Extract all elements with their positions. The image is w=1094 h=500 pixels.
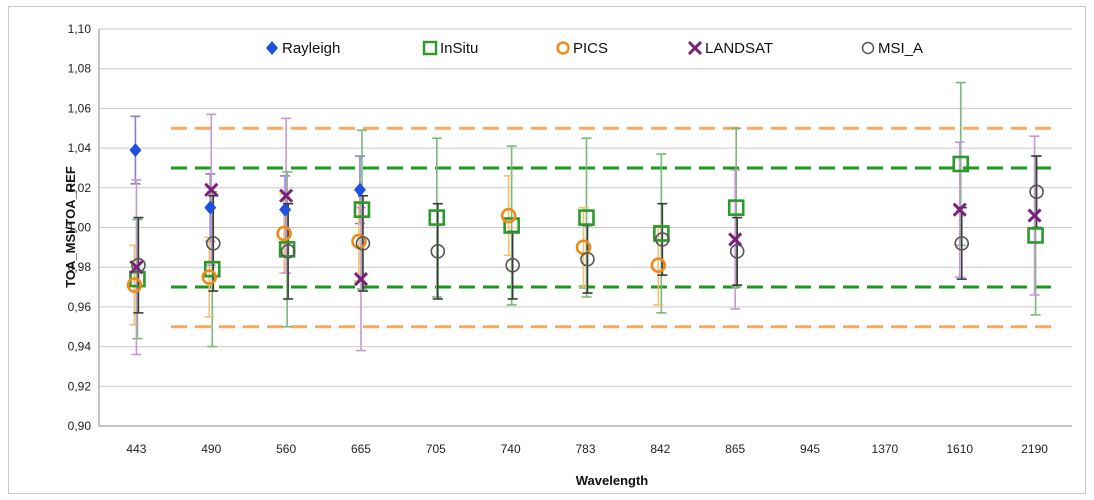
- data-point: [500, 207, 517, 224]
- data-point: [204, 200, 217, 215]
- y-tick-label: 1,02: [68, 181, 92, 195]
- legend-label: InSitu: [440, 40, 478, 57]
- data-point: [276, 225, 292, 242]
- data-point: [279, 188, 294, 203]
- x-tick-label: 665: [351, 442, 371, 456]
- x-tick-label: 1370: [872, 442, 899, 456]
- y-tick-label: 0,94: [68, 340, 92, 354]
- x-tick-label: 945: [800, 442, 820, 456]
- data-point: [1029, 184, 1044, 200]
- x-stroke: [204, 182, 219, 197]
- data-point: [727, 199, 745, 216]
- x-axis-title: Wavelength: [576, 473, 649, 488]
- data-point: [1027, 227, 1044, 244]
- legend-marker: [861, 41, 875, 55]
- reference-lines: [171, 126, 1058, 329]
- data-point: [129, 143, 142, 158]
- data-point: [430, 244, 446, 259]
- data-point: [280, 244, 296, 259]
- y-tick-label: 1,06: [68, 101, 92, 115]
- y-tick-label: 1,10: [68, 22, 92, 36]
- y-tick-label: 0,98: [68, 260, 92, 274]
- data-point: [353, 201, 371, 218]
- x-tick-label: 490: [201, 442, 221, 456]
- data-point: [353, 272, 369, 287]
- chart-frame: [8, 6, 1086, 494]
- legend-marker: [266, 41, 278, 55]
- legend-marker: [687, 40, 703, 56]
- y-tick-label: 1,00: [68, 221, 92, 235]
- x-tick-label: 560: [276, 442, 296, 456]
- legend-label: PICS: [573, 40, 608, 57]
- x-tick-label: 1610: [946, 442, 973, 456]
- data-point: [729, 244, 745, 259]
- data-point: [952, 155, 970, 173]
- x-stroke: [952, 202, 967, 217]
- x-tick-label: 865: [725, 442, 745, 456]
- x-stroke: [353, 272, 369, 287]
- data-point: [954, 236, 970, 251]
- data-point: [203, 260, 221, 278]
- y-axis-title: TOA_MSI/TOA_REF: [63, 166, 78, 288]
- data-point: [205, 236, 221, 251]
- x-tick-label: 842: [650, 442, 670, 456]
- data-point: [653, 225, 670, 242]
- data-point: [952, 202, 967, 217]
- x-stroke: [728, 232, 743, 247]
- data-point: [655, 232, 670, 247]
- grid-lines: [98, 28, 1072, 427]
- x-tick-labels: 443 490 560 665 705 740 783 842 865 945 1370 1610 21…: [126, 442, 1048, 456]
- data-point: [650, 257, 667, 274]
- legend-label: Rayleigh: [282, 40, 340, 57]
- x-stroke: [279, 188, 294, 203]
- data-point: [279, 202, 292, 217]
- data-point: [353, 182, 366, 197]
- y-tick-label: 0,92: [68, 379, 92, 393]
- data-point: [201, 269, 218, 285]
- y-tick-labels: 0,90 0,92 0,94 0,96 0,98 1,00 1,02 1,04 1,06 1,08…: [68, 22, 92, 433]
- x-tick-label: 705: [426, 442, 446, 456]
- legend-label: MSI_A: [878, 40, 923, 57]
- x-stroke: [129, 260, 144, 275]
- legend-label: LANDSAT: [705, 40, 773, 57]
- data-point: [503, 217, 520, 234]
- legend-marker: [556, 41, 570, 55]
- y-tick-label: 0,96: [68, 300, 92, 314]
- data-point: [126, 277, 143, 293]
- y-tick-label: 1,04: [68, 141, 92, 155]
- legend: Rayleigh InSitu PICS LANDSAT MSI_A: [266, 40, 923, 57]
- y-tick-label: 1,08: [68, 62, 92, 76]
- x-stroke: [687, 40, 703, 56]
- data-point: [131, 257, 146, 273]
- data-point: [505, 257, 520, 273]
- data-point: [728, 232, 743, 247]
- data-markers: [126, 143, 1044, 293]
- data-point: [204, 182, 219, 197]
- data-point: [1027, 208, 1042, 223]
- data-point: [428, 209, 446, 226]
- legend-marker: [422, 40, 438, 56]
- y-tick-label: 0,90: [68, 419, 92, 433]
- x-tick-label: 2190: [1021, 442, 1048, 456]
- x-stroke: [1027, 208, 1042, 223]
- x-tick-label: 783: [575, 442, 595, 456]
- error-bars: [129, 81, 1042, 356]
- data-point: [355, 236, 371, 251]
- data-point: [580, 251, 595, 267]
- data-point: [578, 209, 595, 226]
- x-tick-label: 740: [501, 442, 521, 456]
- x-tick-label: 443: [126, 442, 146, 456]
